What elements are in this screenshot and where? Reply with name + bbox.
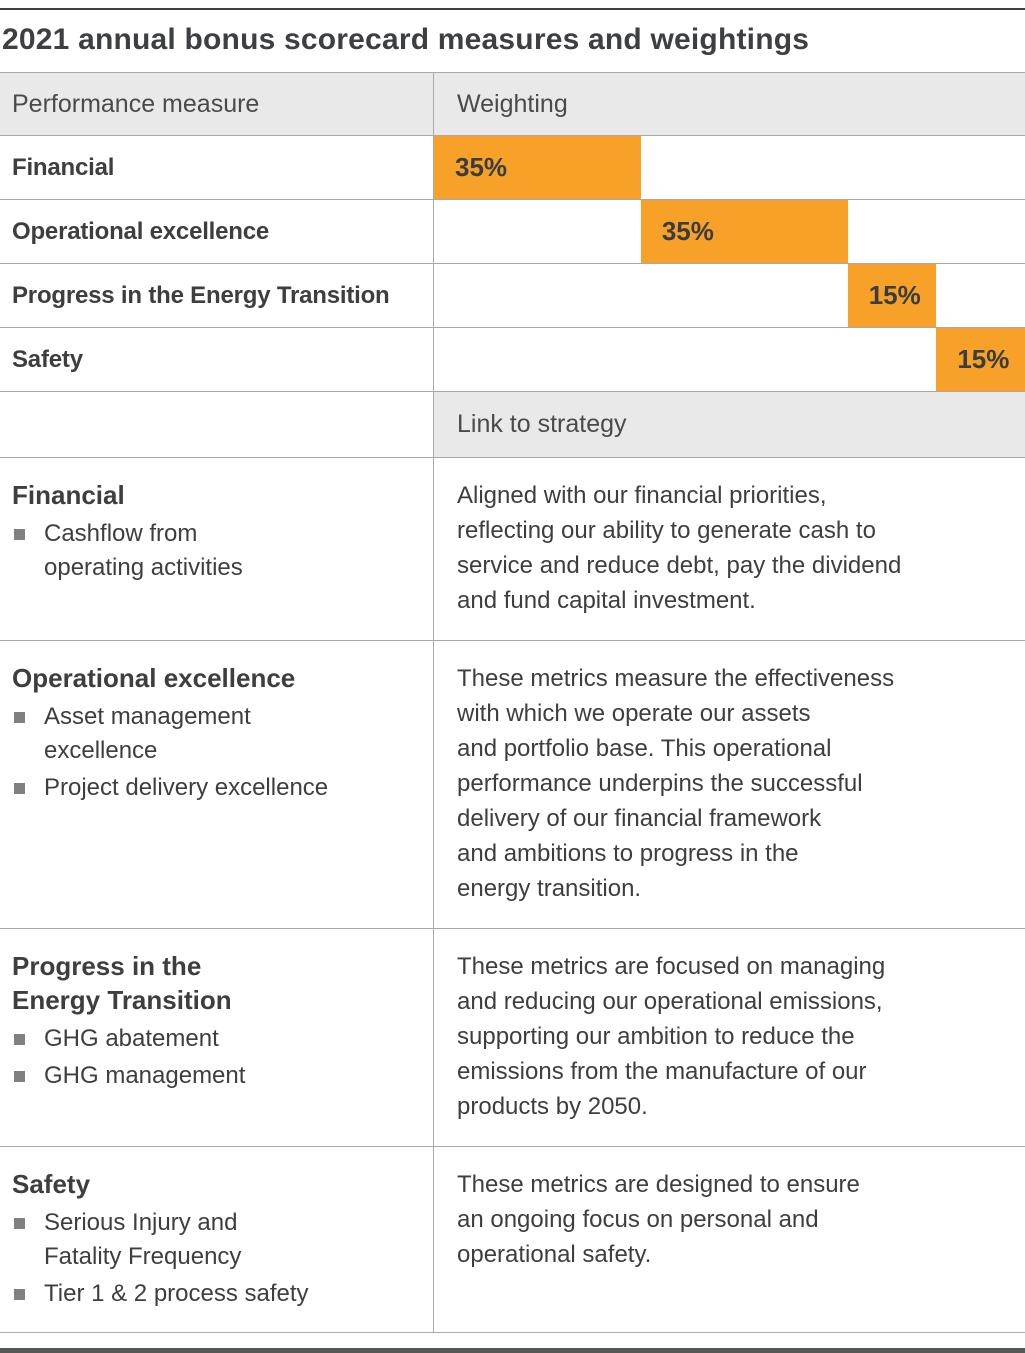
bullet-item: Serious Injury and Fatality Frequency (12, 1206, 423, 1274)
bullet-item: Tier 1 & 2 process safety (12, 1277, 423, 1311)
weighting-bar-cell: 15% (433, 328, 1025, 391)
bullet-list: Asset management excellence Project deli… (12, 700, 423, 805)
weighting-bar-cell: 35% (433, 200, 1025, 263)
link-row-empty-cell (0, 392, 433, 457)
weighting-header-label: Weighting (457, 89, 568, 118)
strategy-row-safety: Safety Serious Injury and Fatality Frequ… (0, 1147, 1025, 1333)
bar-value-label: 15% (957, 344, 1010, 374)
bullet-text: Cashflow from operating activities (44, 520, 243, 581)
bar-value-label: 15% (868, 280, 921, 310)
col-header-weighting: Weighting (433, 73, 1025, 135)
strategy-measure-cell: Safety Serious Injury and Fatality Frequ… (0, 1147, 433, 1332)
strategy-description-cell: Aligned with our financial priorities, r… (433, 458, 1025, 640)
bullet-square-icon (14, 1071, 25, 1082)
bullet-text: Asset management excellence (44, 703, 251, 764)
bullet-text: Serious Injury and Fatality Frequency (44, 1209, 242, 1270)
bullet-square-icon (14, 1218, 25, 1229)
col-header-performance-measure: Performance measure (0, 73, 433, 135)
bullet-square-icon (14, 1289, 25, 1300)
performance-measure-label: Financial (12, 153, 115, 181)
strategy-text: These metrics are focused on managing an… (457, 953, 886, 1120)
strategy-measure-cell: Operational excellence Asset management … (0, 641, 433, 928)
strategy-heading: Financial (12, 480, 125, 510)
strategy-row-financial: Financial Cashflow from operating activi… (0, 458, 1025, 641)
bullet-item: Project delivery excellence (12, 771, 423, 805)
weighting-row-energy-transition: Progress in the Energy Transition 15% (0, 264, 1025, 328)
performance-measure-label: Safety (12, 345, 83, 373)
performance-measure-label: Progress in the Energy Transition (12, 281, 390, 309)
weighting-bar: 35% (434, 136, 641, 199)
bullet-list: Serious Injury and Fatality Frequency Ti… (12, 1206, 423, 1311)
strategy-heading: Progress in the Energy Transition (12, 951, 232, 1015)
weighting-bar: 15% (936, 328, 1025, 391)
bullet-item: Asset management excellence (12, 700, 423, 768)
performance-measure-label: Operational excellence (12, 217, 270, 245)
strategy-description-cell: These metrics are focused on managing an… (433, 929, 1025, 1146)
strategy-text: Aligned with our financial priorities, r… (457, 482, 902, 614)
bullet-item: GHG abatement (12, 1022, 423, 1056)
bullet-text: GHG abatement (44, 1025, 219, 1052)
bar-value-label: 35% (455, 152, 508, 182)
bullet-list: GHG abatement GHG management (12, 1022, 423, 1093)
bullet-item: GHG management (12, 1059, 423, 1093)
weighting-bar-cell: 35% (433, 136, 1025, 199)
bullet-square-icon (14, 529, 25, 540)
strategy-heading: Operational excellence (12, 663, 296, 693)
weighting-row-safety: Safety 15% (0, 328, 1025, 392)
bullet-square-icon (14, 712, 25, 723)
link-to-strategy-header: Link to strategy (433, 392, 1025, 457)
strategy-description-cell: These metrics measure the effectiveness … (433, 641, 1025, 928)
strategy-row-operational-excellence: Operational excellence Asset management … (0, 641, 1025, 929)
strategy-text: These metrics measure the effectiveness … (457, 665, 895, 902)
strategy-measure-cell: Financial Cashflow from operating activi… (0, 458, 433, 640)
strategy-heading: Safety (12, 1169, 91, 1199)
strategy-text: These metrics are designed to ensure an … (457, 1171, 860, 1268)
weighting-bar-cell: 15% (433, 264, 1025, 327)
bullet-list: Cashflow from operating activities (12, 517, 423, 585)
bottom-rule-divider (0, 1348, 1025, 1353)
scorecard-table: Performance measure Weighting Financial … (0, 72, 1025, 1333)
bar-value-label: 35% (661, 216, 714, 246)
bullet-text: Tier 1 & 2 process safety (44, 1280, 309, 1307)
column-header-row: Performance measure Weighting (0, 73, 1025, 136)
bullet-square-icon (14, 1034, 25, 1045)
page-title: 2021 annual bonus scorecard measures and… (2, 23, 810, 56)
bullet-text: GHG management (44, 1062, 246, 1089)
strategy-row-energy-transition: Progress in the Energy Transition GHG ab… (0, 929, 1025, 1147)
top-rule-divider (0, 8, 1025, 10)
weighting-row-operational-excellence: Operational excellence 35% (0, 200, 1025, 264)
link-to-strategy-label: Link to strategy (457, 410, 627, 438)
strategy-description-cell: These metrics are designed to ensure an … (433, 1147, 1025, 1332)
scorecard-figure: 2021 annual bonus scorecard measures and… (0, 8, 1025, 1353)
weighting-bar: 15% (847, 264, 937, 327)
weighting-row-financial: Financial 35% (0, 136, 1025, 200)
weighting-bar: 35% (640, 200, 848, 263)
link-to-strategy-row: Link to strategy (0, 392, 1025, 458)
bullet-square-icon (14, 783, 25, 794)
bullet-item: Cashflow from operating activities (12, 517, 423, 585)
performance-measure-header-label: Performance measure (12, 89, 260, 118)
strategy-measure-cell: Progress in the Energy Transition GHG ab… (0, 929, 433, 1146)
bullet-text: Project delivery excellence (44, 774, 329, 801)
